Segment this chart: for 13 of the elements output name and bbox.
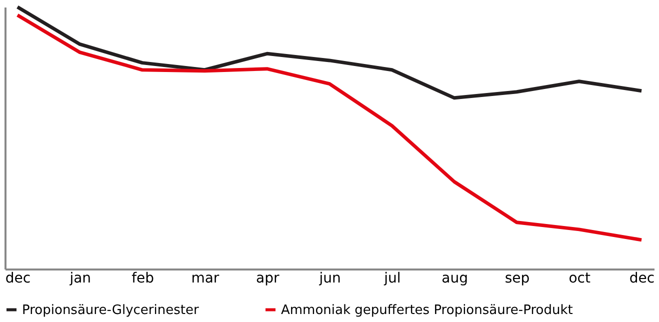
x-tick-label: oct: [568, 270, 591, 286]
x-tick-label: jul: [383, 270, 401, 286]
x-tick-label: jan: [68, 270, 92, 286]
x-tick-label: aug: [442, 270, 468, 286]
x-tick-label: apr: [256, 270, 280, 286]
legend-label: Propionsäure-Glycerinester: [22, 302, 200, 318]
x-tick-label: sep: [504, 270, 530, 286]
x-tick-label: mar: [191, 270, 220, 286]
x-tick-label: dec: [5, 270, 31, 286]
legend-label: Ammoniak gepuffertes Propionsäure-Produkt: [281, 302, 573, 318]
x-tick-label: dec: [629, 270, 655, 286]
x-tick-label: jun: [318, 270, 341, 286]
x-tick-label: feb: [132, 270, 154, 286]
